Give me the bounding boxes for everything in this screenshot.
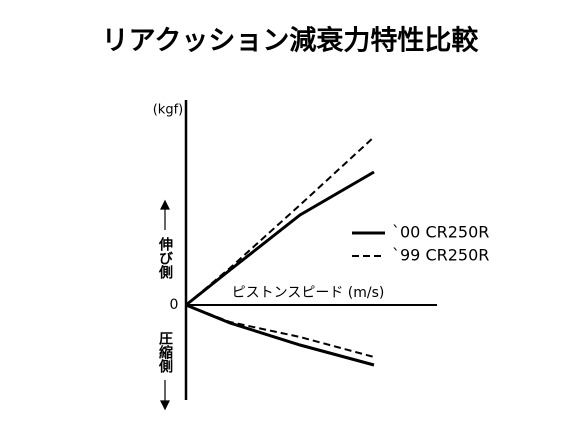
line-compression <box>185 303 375 367</box>
y-tick-label: 0 <box>170 297 179 313</box>
rebound-label: 伸び側 <box>157 236 174 280</box>
legend-label: `00 CR250R <box>392 223 489 242</box>
legend-label: `99 CR250R <box>392 246 489 265</box>
line-rebound <box>185 136 375 306</box>
arrows <box>160 199 170 411</box>
chart-title: リアクッション減衰力特性比較 <box>102 25 480 57</box>
y-axis-label: (kgf) <box>153 103 184 118</box>
compression-label: 圧縮側 <box>157 331 174 374</box>
arrow-head <box>160 400 170 411</box>
arrow-head <box>160 199 170 210</box>
x-axis-label: ピストンスピード (m/s) <box>232 285 385 301</box>
line-compression <box>185 304 375 358</box>
